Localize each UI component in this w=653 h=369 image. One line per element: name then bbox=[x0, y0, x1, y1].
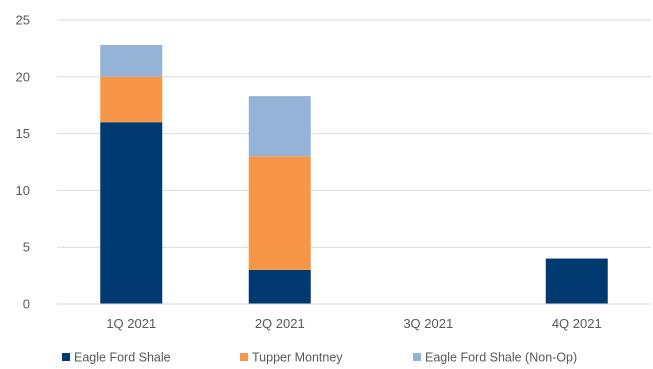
bar-0-series-0 bbox=[100, 122, 163, 305]
legend-swatch-2 bbox=[413, 353, 421, 361]
bar-1-series-1 bbox=[248, 156, 311, 270]
legend-swatch-0 bbox=[62, 353, 70, 361]
bar-3-series-0 bbox=[545, 258, 608, 304]
x-tick-label: 3Q 2021 bbox=[403, 316, 453, 331]
y-tick-label: 5 bbox=[23, 240, 30, 255]
bar-0-series-1 bbox=[100, 76, 163, 123]
bar-1-series-2 bbox=[248, 96, 311, 157]
legend-swatch-1 bbox=[240, 353, 248, 361]
y-tick-label: 25 bbox=[16, 13, 30, 28]
legend-label-1: Tupper Montney bbox=[252, 351, 343, 365]
axes: 0 5 10 15 20 25 1Q 2021 2Q 2021 3Q 2021 4Q 2021 bbox=[16, 13, 651, 331]
legend-label-0: Eagle Ford Shale bbox=[74, 351, 171, 365]
bars bbox=[100, 44, 608, 305]
legend: Eagle Ford Shale Tupper Montney Eagle Ford… bbox=[62, 351, 577, 365]
x-tick-label: 4Q 2021 bbox=[552, 316, 602, 331]
legend-label-2: Eagle Ford Shale (Non-Op) bbox=[425, 351, 577, 365]
y-tick-label: 10 bbox=[16, 183, 30, 198]
y-tick-label: 20 bbox=[16, 69, 30, 84]
bar-1-series-0 bbox=[248, 269, 311, 304]
y-tick-label: 15 bbox=[16, 126, 30, 141]
y-tick-label: 0 bbox=[23, 297, 30, 312]
x-tick-label: 1Q 2021 bbox=[106, 316, 156, 331]
bar-0-series-2 bbox=[100, 44, 163, 77]
x-tick-label: 2Q 2021 bbox=[255, 316, 305, 331]
